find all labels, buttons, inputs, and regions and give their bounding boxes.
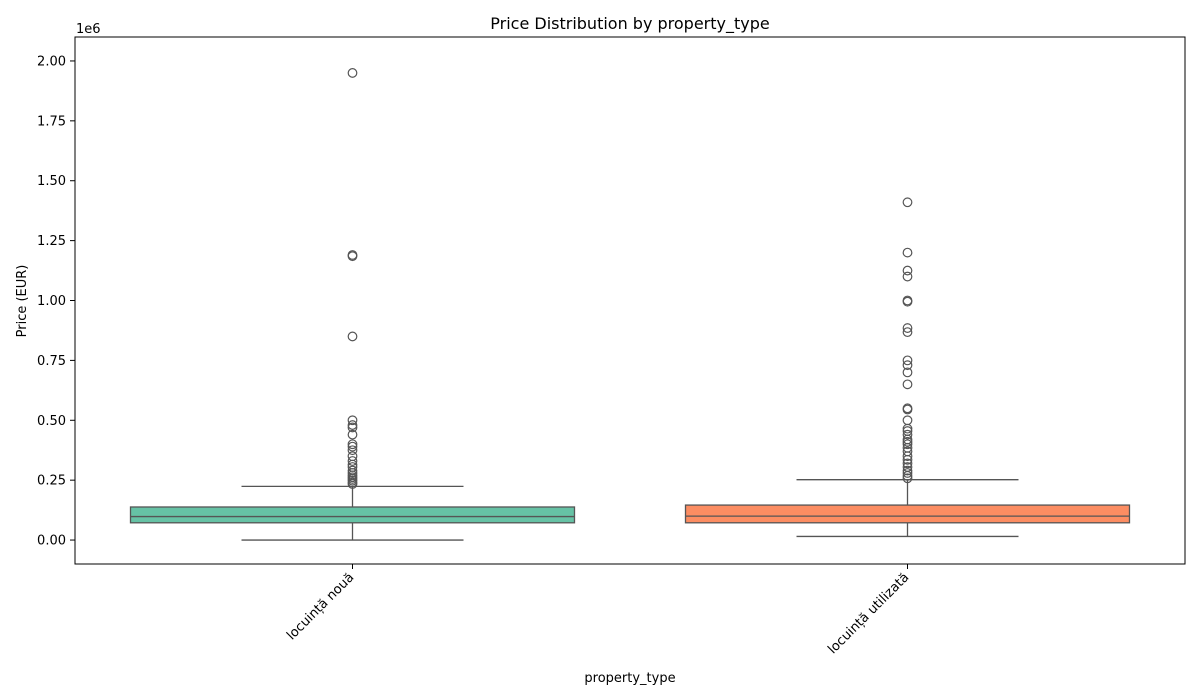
outlier-point bbox=[347, 422, 358, 433]
outlier-point bbox=[902, 296, 913, 307]
y-tick-label: 0.00 bbox=[37, 534, 66, 549]
outlier-point bbox=[902, 197, 913, 208]
outlier-point bbox=[902, 451, 913, 462]
outlier-point bbox=[347, 456, 358, 466]
plot-area: 0.00 0.25 0.50 0.75 1.00 1.25 1.50 1.75 2.00 locu… bbox=[37, 54, 1131, 657]
outlier-point bbox=[347, 68, 358, 78]
outlier-point bbox=[347, 468, 358, 478]
plot-frame bbox=[74, 36, 1186, 565]
outlier-point bbox=[902, 367, 913, 378]
outlier-point bbox=[347, 429, 358, 440]
outlier-point bbox=[902, 327, 913, 338]
outlier-point bbox=[902, 465, 913, 476]
outlier-point bbox=[902, 323, 913, 333]
outlier-point bbox=[347, 445, 358, 456]
outlier-point bbox=[902, 355, 913, 366]
outlier-point bbox=[902, 470, 913, 481]
x-tick-label: locuință nouă bbox=[284, 570, 357, 643]
iqr-box bbox=[684, 504, 1131, 524]
x-axis-label: property_type bbox=[584, 671, 675, 686]
iqr-box bbox=[129, 506, 576, 524]
box-group bbox=[684, 197, 1131, 538]
outlier-point bbox=[347, 251, 358, 262]
outlier-point bbox=[902, 429, 913, 440]
outlier-point bbox=[902, 415, 913, 426]
y-tick-label: 1.75 bbox=[37, 114, 66, 129]
outlier-point bbox=[902, 454, 913, 465]
outlier-point bbox=[902, 404, 913, 415]
y-tick-label: 2.00 bbox=[37, 54, 66, 69]
outlier-point bbox=[347, 441, 358, 452]
y-scale-label: 1e6 bbox=[76, 22, 101, 37]
outlier-point bbox=[902, 271, 913, 282]
outlier-point bbox=[347, 415, 358, 426]
y-tick-label: 0.50 bbox=[37, 414, 66, 429]
chart-title: Price Distribution by property_type bbox=[490, 14, 770, 34]
outlier-point bbox=[347, 479, 358, 489]
y-tick-label: 0.25 bbox=[37, 474, 66, 489]
box-group bbox=[129, 68, 576, 541]
y-tick-label: 1.00 bbox=[37, 294, 66, 309]
y-axis-label: Price (EUR) bbox=[15, 265, 30, 338]
outlier-point bbox=[902, 247, 913, 258]
y-tick-label: 1.50 bbox=[37, 174, 66, 189]
outlier-point bbox=[902, 468, 913, 478]
outlier-point bbox=[902, 265, 913, 276]
x-tick-label: locuință utilizată bbox=[825, 570, 912, 657]
outlier-point bbox=[902, 379, 913, 390]
y-tick-label: 1.25 bbox=[37, 234, 66, 249]
outlier-point bbox=[347, 439, 358, 450]
outlier-point bbox=[347, 420, 358, 430]
outlier-point bbox=[902, 360, 913, 371]
outlier-point bbox=[902, 439, 913, 450]
outlier-point bbox=[902, 423, 913, 434]
y-tick-label: 0.75 bbox=[37, 354, 66, 369]
outlier-point bbox=[902, 436, 913, 447]
outlier-point bbox=[902, 458, 913, 469]
outlier-point bbox=[902, 473, 913, 484]
outlier-point bbox=[347, 331, 358, 342]
